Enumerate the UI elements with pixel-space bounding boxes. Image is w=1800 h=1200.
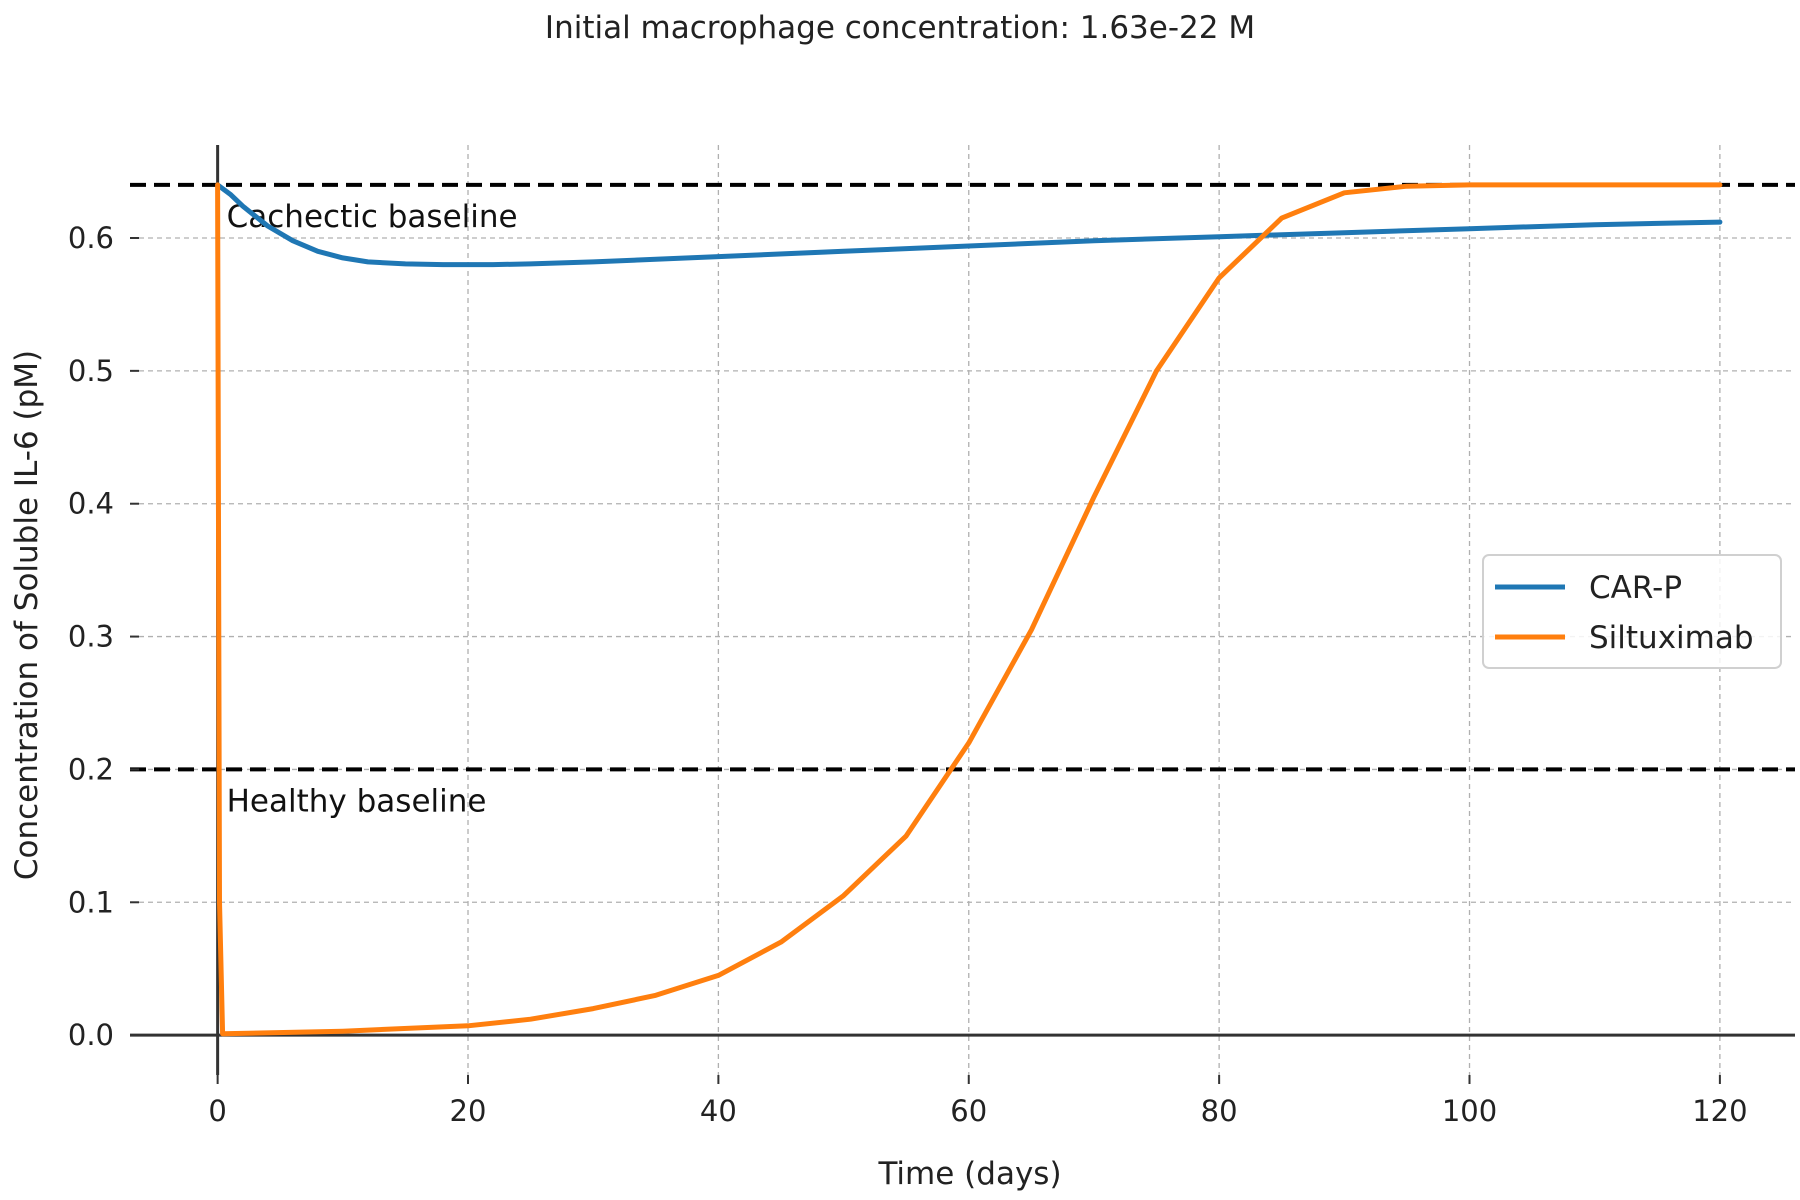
- y-axis-label: Concentration of Soluble IL-6 (pM): [9, 350, 45, 880]
- y-tick-label: 0.2: [68, 752, 114, 786]
- reference-label: Healthy baseline: [227, 783, 487, 819]
- y-ticks: 0.0 0.1 0.2 0.3 0.4 0.5 0.6: [68, 221, 139, 1052]
- x-tick-label: 60: [950, 1094, 987, 1128]
- x-tick-label: 100: [1442, 1094, 1497, 1128]
- legend-label: Siltuximab: [1589, 620, 1754, 656]
- y-tick-label: 0.0: [68, 1018, 114, 1052]
- x-tick-label: 0: [208, 1094, 226, 1128]
- legend-box: [1482, 554, 1782, 669]
- chart-title: Initial macrophage concentration: 1.63e-…: [545, 10, 1255, 46]
- y-tick-label: 0.3: [68, 620, 114, 654]
- series-lines: [215, 182, 1723, 1037]
- series-line-siltuximab: [215, 182, 1723, 1037]
- x-tick-label: 80: [1201, 1094, 1238, 1128]
- x-tick-label: 20: [450, 1094, 487, 1128]
- x-tick-label: 40: [700, 1094, 737, 1128]
- y-tick-label: 0.4: [68, 487, 114, 521]
- x-tick-label: 120: [1692, 1094, 1747, 1128]
- legend-label: CAR-P: [1589, 570, 1682, 606]
- y-tick-label: 0.6: [68, 221, 114, 255]
- legend: CAR-P Siltuximab: [1482, 554, 1782, 669]
- series-line-car-p: [215, 182, 1723, 268]
- x-axis-label: Time (days): [877, 1156, 1061, 1192]
- x-ticks: 0 20 40 60 80 100 120: [208, 1075, 1748, 1128]
- y-tick-label: 0.1: [68, 885, 114, 919]
- y-tick-label: 0.5: [68, 354, 114, 388]
